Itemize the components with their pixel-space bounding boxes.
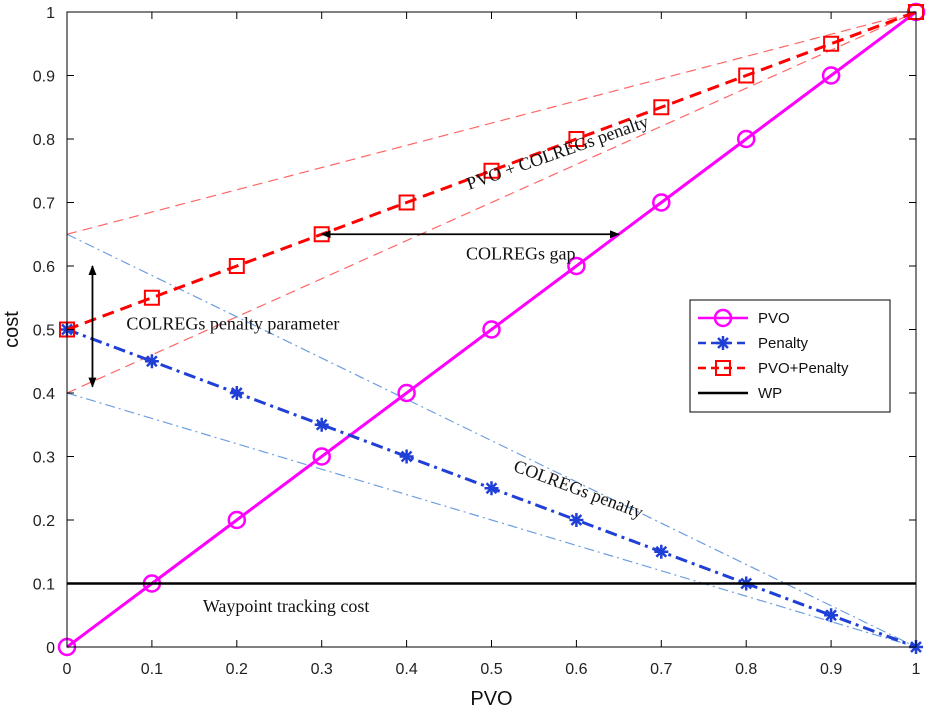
annotation-2: COLREGs penalty parameter (126, 314, 339, 334)
point-pvo-penalty-1 (143, 289, 160, 306)
legend-label-pvo-penalty: PVO+Penalty (758, 360, 849, 377)
point-pvo-8 (736, 129, 756, 149)
guide-line-2 (66, 233, 917, 648)
x-tick-label-3: 0.3 (311, 661, 333, 678)
point-pvo-penalty-2 (228, 258, 245, 274)
legend-item-pvo: PVO (698, 308, 790, 328)
x-tick-label-2: 0.2 (226, 661, 248, 678)
annotation-1: COLREGs gap (466, 244, 576, 264)
point-pvo-penalty-9 (823, 35, 840, 52)
point-pvo-penalty-8 (738, 67, 755, 84)
legend-label-pvo: PVO (758, 310, 790, 327)
y-tick-label-4: 0.4 (33, 386, 55, 403)
legend-marker-pvo (713, 308, 733, 328)
annotation-4: Waypoint tracking cost (203, 596, 370, 616)
point-penalty-9 (824, 608, 839, 623)
x-axis-label: PVO (470, 688, 512, 710)
point-penalty-7 (654, 544, 669, 559)
point-pvo-3 (312, 447, 331, 466)
guide-line-3 (66, 392, 917, 648)
guide-lines (66, 11, 917, 648)
point-pvo-penalty-4 (398, 194, 415, 211)
legend-items: PVO Penalty PVO+Penalty WP (698, 308, 849, 402)
point-penalty-1 (144, 354, 159, 369)
point-penalty-5 (484, 481, 499, 496)
x-axis-ticks: 0 0.1 0.2 0.3 0.4 0.5 0.6 0.7 0.8 0.9 1 (63, 12, 921, 678)
point-penalty-6 (569, 513, 584, 527)
point-pvo-5 (482, 320, 501, 339)
y-tick-label-9: 0.9 (33, 69, 55, 86)
y-tick-label-0: 0 (46, 640, 55, 657)
point-pvo-9 (821, 66, 841, 85)
guide-line-1 (66, 11, 917, 394)
guide-line-0 (66, 11, 917, 235)
legend: PVO Penalty PVO+Penalty WP (689, 299, 891, 413)
y-tick-label-8: 0.8 (33, 132, 55, 149)
x-tick-label-0: 0 (63, 661, 72, 678)
x-tick-label-9: 0.9 (820, 661, 842, 678)
y-tick-label-6: 0.6 (33, 259, 55, 276)
x-tick-label-4: 0.4 (395, 661, 417, 678)
x-tick-label-1: 0.1 (141, 661, 163, 678)
legend-label-penalty: Penalty (758, 335, 809, 352)
annotation-arrows (88, 230, 620, 388)
legend-label-wp: WP (758, 385, 782, 402)
y-tick-label-1: 0.1 (33, 577, 55, 594)
legend-marker-pvo-penalty (715, 360, 731, 376)
y-axis-label: cost (1, 311, 23, 348)
point-penalty-4 (399, 449, 414, 464)
x-tick-label-5: 0.5 (480, 661, 502, 678)
legend-item-wp: WP (698, 385, 782, 402)
x-tick-label-6: 0.6 (565, 661, 587, 678)
y-tick-label-10: 1 (46, 5, 55, 22)
x-tick-label-10: 1 (912, 661, 921, 678)
point-pvo-7 (652, 193, 671, 212)
legend-marker-penalty (716, 336, 730, 350)
y-tick-label-5: 0.5 (33, 323, 55, 340)
point-pvo-4 (397, 383, 416, 403)
y-tick-label-7: 0.7 (33, 196, 55, 213)
series-line-pvo (66, 10, 917, 649)
point-pvo-penalty-5 (483, 162, 500, 179)
x-tick-label-7: 0.7 (650, 661, 672, 678)
y-tick-label-3: 0.3 (33, 450, 55, 467)
point-penalty-2 (229, 386, 244, 400)
annotation-3: COLREGs penalty (511, 456, 646, 523)
point-pvo-penalty-7 (653, 99, 670, 116)
point-pvo-6 (567, 256, 586, 276)
y-axis-ticks: 0 0.1 0.2 0.3 0.4 0.5 0.6 0.7 0.8 0.9 1 (33, 5, 916, 657)
point-penalty-3 (314, 417, 329, 432)
legend-item-penalty: Penalty (698, 335, 809, 352)
x-tick-label-8: 0.8 (735, 661, 757, 678)
point-pvo-penalty-6 (568, 131, 585, 147)
y-tick-label-2: 0.2 (33, 513, 55, 530)
point-pvo-2 (227, 510, 247, 530)
legend-item-pvo-penalty: PVO+Penalty (698, 360, 849, 377)
series-lines (57, 2, 926, 657)
